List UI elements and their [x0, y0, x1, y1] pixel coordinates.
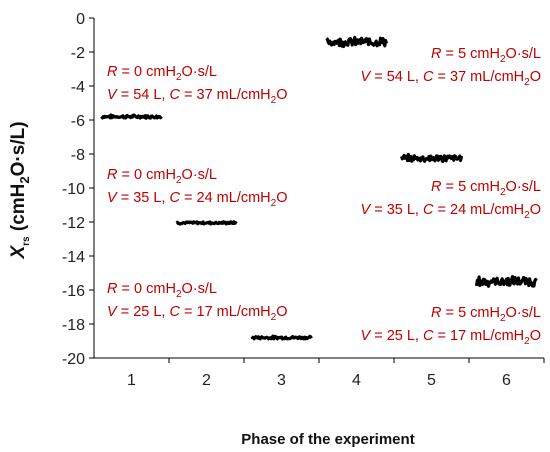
y-tick-label: -4: [71, 79, 85, 96]
annotation-resistance: R = 0 cmH2O·s/L: [107, 64, 217, 83]
x-tick-label: 5: [427, 372, 436, 389]
y-axis-label: Xrs (cmH2O·s/L): [8, 121, 32, 259]
y-tick-label: -14: [62, 249, 85, 266]
y-tick-label: -10: [62, 181, 85, 198]
annotations: R = 0 cmH2O·s/L V = 54 L, C = 37 mL/cmH2O…: [107, 46, 541, 347]
y-tick-label: -2: [71, 45, 85, 62]
y-axis-label-units-sub: 2: [17, 176, 32, 183]
x-tick-label: 3: [277, 372, 286, 389]
annotation-a1: R = 0 cmH2O·s/L V = 54 L, C = 37 mL/cmH2O: [107, 64, 288, 106]
annotation-resistance: R = 0 cmH2O·s/L: [107, 281, 217, 300]
annotation-volume-compliance: V = 25 L, C = 17 mL/cmH2O: [107, 304, 288, 323]
annotation-volume-compliance: V = 54 L, C = 37 mL/cmH2O: [361, 69, 542, 88]
x-tick-label: 6: [502, 372, 511, 389]
y-tick-label: -8: [71, 147, 85, 164]
y-tick-label: -12: [62, 215, 85, 232]
y-tick-label: -18: [62, 317, 85, 334]
trace-phase-5: [399, 152, 464, 163]
trace-phase-4: [325, 35, 389, 49]
y-tick-label: -6: [71, 113, 85, 130]
y-axis-label-units-pre: (cmH: [8, 184, 29, 237]
trace-phase-6: [474, 275, 538, 288]
y-tick-label: -20: [62, 351, 85, 368]
y-axis-label-symbol: X: [8, 245, 29, 260]
annotation-a6: R = 5 cmH2O·s/L V = 25 L, C = 17 mL/cmH2O: [361, 305, 542, 347]
annotation-resistance: R = 0 cmH2O·s/L: [107, 167, 217, 186]
annotation-resistance: R = 5 cmH2O·s/L: [431, 46, 541, 65]
annotation-volume-compliance: V = 25 L, C = 17 mL/cmH2O: [361, 328, 542, 347]
annotation-a2: R = 0 cmH2O·s/L V = 35 L, C = 24 mL/cmH2O: [107, 167, 288, 209]
annotation-resistance: R = 5 cmH2O·s/L: [431, 305, 541, 324]
x-axis-label: Phase of the experiment: [241, 431, 414, 448]
annotation-a4: R = 5 cmH2O·s/L V = 54 L, C = 37 mL/cmH2O: [361, 46, 542, 88]
data-traces: [100, 35, 538, 341]
annotation-volume-compliance: V = 35 L, C = 24 mL/cmH2O: [361, 202, 542, 221]
x-tick-label: 2: [202, 372, 211, 389]
x-tick-label: 4: [352, 372, 361, 389]
y-axis-label-subscript: rs: [21, 236, 32, 246]
trace-phase-1: [100, 113, 163, 120]
x-ticks: 1 2 3 4 5 6: [127, 358, 545, 389]
trace-phase-2: [175, 220, 238, 226]
y-tick-label: 0: [76, 11, 85, 28]
annotation-a3: R = 0 cmH2O·s/L V = 25 L, C = 17 mL/cmH2O: [107, 281, 288, 323]
annotation-volume-compliance: V = 35 L, C = 24 mL/cmH2O: [107, 190, 288, 209]
y-ticks: 0 -2 -4 -6 -8 -10 -12 -14 -16 -18 -20: [62, 11, 94, 368]
x-tick-label: 1: [127, 372, 136, 389]
annotation-resistance: R = 5 cmH2O·s/L: [431, 179, 541, 198]
trace-phase-3: [250, 334, 313, 341]
y-tick-label: -16: [62, 283, 85, 300]
annotation-volume-compliance: V = 54 L, C = 37 mL/cmH2O: [107, 87, 288, 106]
annotation-a5: R = 5 cmH2O·s/L V = 35 L, C = 24 mL/cmH2O: [361, 179, 542, 221]
y-axis-label-units-post: O·s/L): [8, 121, 29, 176]
